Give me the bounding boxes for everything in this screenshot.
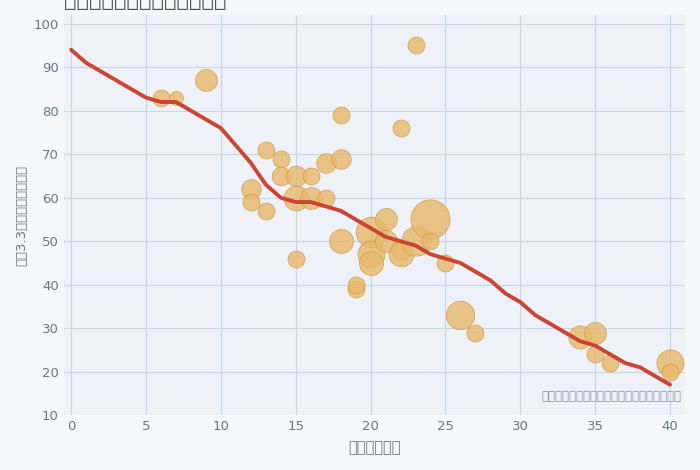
Point <box>664 368 676 376</box>
Point <box>380 237 391 245</box>
Point <box>245 198 256 206</box>
Text: 円の大きさは、取引のあった物件面積を示す: 円の大きさは、取引のあった物件面積を示す <box>542 390 682 403</box>
Point <box>305 194 316 202</box>
Point <box>320 159 331 167</box>
Text: 築年数別中古マンション価格: 築年数別中古マンション価格 <box>64 0 226 10</box>
Point <box>589 351 601 358</box>
Point <box>664 359 676 367</box>
Point <box>335 111 346 119</box>
Point <box>395 246 406 254</box>
Point <box>365 251 376 258</box>
Point <box>365 229 376 236</box>
Point <box>380 216 391 223</box>
Point <box>320 194 331 202</box>
Point <box>455 312 466 319</box>
Point <box>200 77 211 84</box>
Point <box>155 94 167 102</box>
Point <box>260 146 272 154</box>
Point <box>605 359 616 367</box>
Point <box>350 285 361 293</box>
Point <box>290 194 301 202</box>
Point <box>395 125 406 132</box>
Point <box>589 329 601 337</box>
Point <box>335 155 346 162</box>
Point <box>170 94 181 102</box>
Y-axis label: 坪（3.3㎡）単価（万円）: 坪（3.3㎡）単価（万円） <box>15 164 28 266</box>
Point <box>410 42 421 49</box>
Point <box>260 207 272 214</box>
Point <box>470 329 481 337</box>
Point <box>275 172 286 180</box>
Point <box>290 255 301 262</box>
Point <box>410 237 421 245</box>
Point <box>425 216 436 223</box>
X-axis label: 築年数（年）: 築年数（年） <box>348 440 400 455</box>
Point <box>395 251 406 258</box>
Point <box>290 172 301 180</box>
Point <box>350 281 361 289</box>
Point <box>275 155 286 162</box>
Point <box>305 172 316 180</box>
Point <box>245 185 256 193</box>
Point <box>335 237 346 245</box>
Point <box>440 259 451 266</box>
Point <box>575 333 586 341</box>
Point <box>365 259 376 266</box>
Point <box>425 237 436 245</box>
